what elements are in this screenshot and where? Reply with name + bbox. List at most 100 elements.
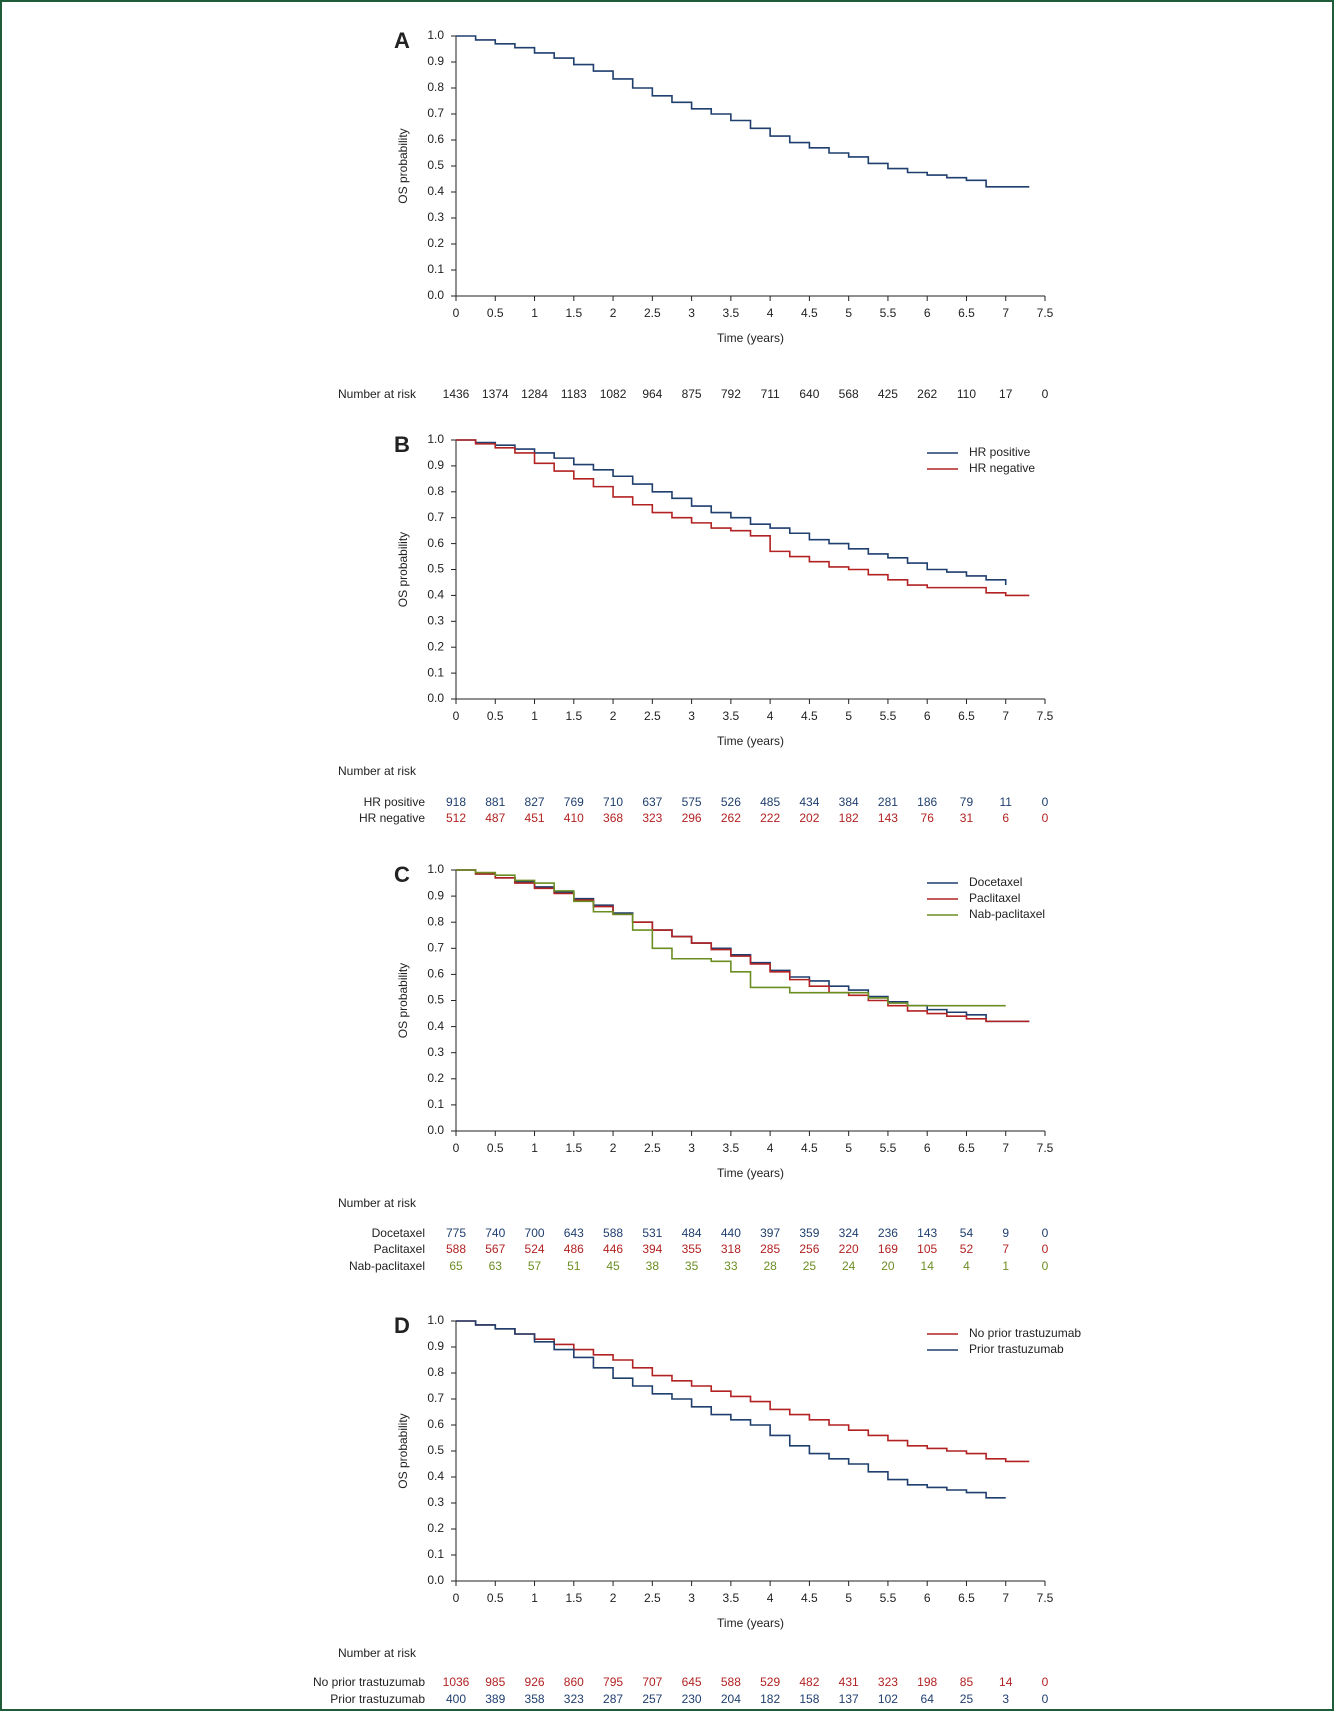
risk-count: 102	[878, 1692, 898, 1706]
risk-count: 230	[682, 1692, 702, 1706]
risk-row-label: No prior trastuzumab	[313, 1675, 425, 1689]
legend-label: HR positive	[969, 445, 1031, 459]
risk-count: 158	[799, 1692, 819, 1706]
risk-count: 9	[1002, 1226, 1009, 1240]
y-tick-label: 0.3	[427, 1495, 444, 1509]
x-tick-label: 2	[610, 306, 617, 320]
risk-count: 257	[642, 1692, 662, 1706]
risk-count: 359	[799, 1226, 819, 1240]
x-tick-label: 1.5	[565, 1141, 582, 1155]
risk-table-title: Number at risk	[338, 387, 417, 401]
risk-count: 643	[564, 1226, 584, 1240]
risk-count: 14	[999, 1675, 1013, 1689]
x-tick-label: 3	[688, 709, 695, 723]
risk-count: 182	[839, 811, 859, 825]
risk-count: 25	[960, 1692, 974, 1706]
y-tick-label: 0.8	[427, 914, 444, 928]
risk-count: 531	[642, 1226, 662, 1240]
risk-count: 204	[721, 1692, 741, 1706]
y-tick-label: 0.6	[427, 536, 444, 550]
risk-count: 775	[446, 1226, 466, 1240]
risk-count: 45	[606, 1259, 620, 1273]
y-tick-label: 0.7	[427, 106, 444, 120]
risk-count: 110	[957, 387, 976, 401]
risk-count: 575	[682, 795, 702, 809]
y-tick-label: 0.7	[427, 510, 444, 524]
y-tick-label: 0.6	[427, 1417, 444, 1431]
risk-count: 4	[963, 1259, 970, 1273]
y-tick-label: 0.1	[427, 1097, 444, 1111]
risk-count: 143	[917, 1226, 937, 1240]
x-tick-label: 2	[610, 1141, 617, 1155]
risk-count: 285	[760, 1242, 780, 1256]
survival-curve	[456, 35, 1030, 188]
y-tick-label: 0.8	[427, 1365, 444, 1379]
y-tick-label: 0.9	[427, 888, 444, 902]
x-axis-label: Time (years)	[717, 1616, 784, 1630]
risk-count: 25	[803, 1259, 817, 1273]
risk-row-label: Paclitaxel	[374, 1242, 425, 1256]
risk-count: 222	[760, 811, 780, 825]
x-tick-label: 3.5	[723, 709, 740, 723]
risk-count: 985	[485, 1675, 505, 1689]
y-axis-label: OS probability	[396, 128, 410, 203]
y-tick-label: 0.4	[427, 1469, 444, 1483]
risk-count: 368	[603, 811, 623, 825]
risk-count: 236	[878, 1226, 898, 1240]
risk-count: 323	[878, 1675, 898, 1689]
x-tick-label: 7	[1002, 1141, 1009, 1155]
risk-count: 431	[839, 1675, 859, 1689]
risk-count: 881	[485, 795, 505, 809]
x-tick-label: 2.5	[644, 1591, 661, 1605]
risk-count: 637	[642, 795, 662, 809]
risk-count: 33	[724, 1259, 738, 1273]
y-tick-label: 0.2	[427, 236, 444, 250]
x-tick-label: 2.5	[644, 306, 661, 320]
risk-count: 740	[485, 1226, 505, 1240]
x-tick-label: 1.5	[565, 306, 582, 320]
risk-count: 1284	[521, 387, 548, 401]
x-tick-label: 5	[845, 306, 852, 320]
y-tick-label: 0.9	[427, 1339, 444, 1353]
survival-curve	[456, 439, 1007, 586]
x-tick-label: 6	[924, 1591, 931, 1605]
x-tick-label: 3	[688, 1141, 695, 1155]
risk-count: 434	[799, 795, 819, 809]
risk-count: 105	[917, 1242, 937, 1256]
risk-count: 0	[1042, 1692, 1049, 1706]
x-tick-label: 0.5	[487, 306, 504, 320]
risk-count: 169	[878, 1242, 898, 1256]
risk-count: 323	[642, 811, 662, 825]
risk-count: 700	[525, 1226, 545, 1240]
x-tick-label: 5.5	[880, 1591, 897, 1605]
y-tick-label: 0.0	[427, 288, 444, 302]
risk-count: 7	[1002, 1242, 1009, 1256]
risk-count: 875	[682, 387, 702, 401]
risk-count: 0	[1042, 1259, 1049, 1273]
x-tick-label: 7.5	[1037, 1141, 1054, 1155]
risk-count: 645	[682, 1675, 702, 1689]
risk-count: 24	[842, 1259, 856, 1273]
risk-count: 137	[839, 1692, 859, 1706]
risk-count: 410	[564, 811, 584, 825]
x-tick-label: 7.5	[1037, 709, 1054, 723]
risk-count: 524	[525, 1242, 545, 1256]
x-tick-label: 3	[688, 1591, 695, 1605]
x-tick-label: 5	[845, 709, 852, 723]
risk-count: 0	[1042, 1675, 1049, 1689]
x-tick-label: 7	[1002, 709, 1009, 723]
risk-count: 446	[603, 1242, 623, 1256]
x-tick-label: 6.5	[958, 1141, 975, 1155]
risk-count: 769	[564, 795, 584, 809]
x-tick-label: 7.5	[1037, 1591, 1054, 1605]
x-tick-label: 6.5	[958, 709, 975, 723]
y-tick-label: 0.5	[427, 1443, 444, 1457]
legend-label: Docetaxel	[969, 875, 1022, 889]
risk-count: 262	[721, 811, 741, 825]
risk-row-label: Nab-paclitaxel	[349, 1259, 425, 1273]
risk-count: 6	[1002, 811, 1009, 825]
panel-label: B	[394, 432, 410, 457]
x-tick-label: 0	[453, 709, 460, 723]
risk-count: 964	[642, 387, 662, 401]
y-tick-label: 0.7	[427, 940, 444, 954]
